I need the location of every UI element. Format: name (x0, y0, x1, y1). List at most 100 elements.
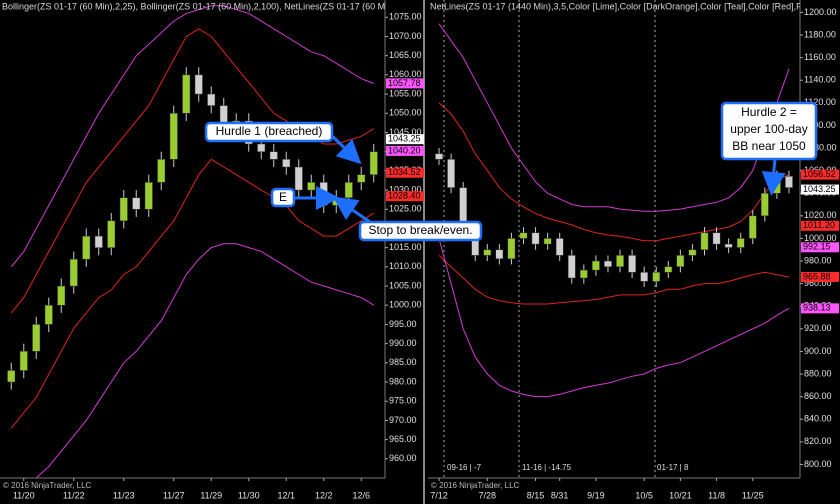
price-marker (386, 134, 424, 145)
callout-box (270, 187, 296, 208)
y-tick-label: 960.00 (804, 278, 832, 288)
candle-body (357, 174, 366, 183)
x-tick-label: 7/28 (479, 490, 497, 500)
candle-body (257, 143, 266, 152)
candle-body (555, 238, 564, 256)
x-tick-label: 10/21 (669, 490, 692, 500)
candle-body (57, 285, 66, 306)
price-marker-label: 992.15 (803, 242, 831, 252)
candle-body (319, 182, 328, 206)
candle-body (604, 260, 612, 267)
x-tick-label: 12/1 (277, 490, 295, 500)
band-line (10, 5, 374, 268)
candle-body (664, 266, 673, 273)
candle-body (69, 258, 78, 287)
y-tick-label: 840.00 (804, 414, 832, 424)
candle-body (369, 151, 378, 175)
y-tick-label: 900.00 (804, 346, 832, 356)
x-tick-label: 12/6 (352, 490, 370, 500)
candle-body (282, 159, 291, 168)
candle-body (748, 215, 757, 239)
callout-text: Hurdle 1 (breached) (216, 124, 323, 138)
candle-body (676, 255, 685, 267)
price-marker-label: 1034.52 (388, 167, 421, 177)
callout-text: Hurdle 2 = (741, 105, 797, 119)
candle-body (119, 197, 128, 222)
x-tick-label: 11/27 (163, 490, 185, 500)
candle-body (435, 153, 443, 160)
candle-body (344, 182, 353, 198)
price-marker (801, 271, 839, 282)
callout-text: BB near 1050 (732, 139, 806, 153)
candle-body (194, 74, 203, 95)
price-marker (386, 167, 424, 178)
candle-body (712, 232, 721, 245)
candle-body (44, 304, 53, 325)
price-marker (386, 145, 424, 156)
y-tick-label: 965.00 (389, 434, 417, 444)
price-marker-label: 1028.40 (388, 191, 421, 201)
candle-body (507, 238, 516, 260)
candle-body (567, 255, 576, 279)
price-marker-label: 1057.78 (388, 78, 421, 88)
overlay: Hurdle 1 (breached) E Stop to break/even. H… (204, 101, 818, 242)
y-tick-label: 985.00 (389, 357, 417, 367)
candle-body (640, 272, 649, 282)
y-tick-label: 1100.00 (804, 120, 836, 130)
x-tick-label: 11/8 (708, 490, 725, 500)
x-tick-label: 12/2 (315, 490, 333, 500)
price-marker (386, 191, 424, 202)
callout-arrow (761, 158, 786, 196)
band-line (438, 23, 790, 212)
candle-body (447, 159, 455, 188)
candle-body (294, 166, 303, 191)
y-tick-label: 1015.00 (389, 242, 422, 252)
candle-body (32, 324, 41, 352)
y-tick-label: 1160.00 (804, 52, 836, 62)
y-tick-label: 1000.00 (389, 300, 422, 310)
candle-body (94, 235, 103, 248)
band-line (10, 158, 375, 429)
candle-body (628, 255, 636, 273)
session-note: 01-17 | 8 (657, 463, 689, 472)
candle-body (19, 351, 28, 371)
price-marker-label: 1040.20 (388, 145, 421, 155)
candle-body (157, 159, 166, 183)
y-tick-label: 1065.00 (389, 50, 422, 60)
callout-arrow (333, 196, 371, 224)
y-tick-label: 1120.00 (804, 97, 836, 107)
candle-body (688, 249, 697, 256)
y-tick-label: 1055.00 (389, 88, 422, 98)
candle-body (144, 182, 153, 210)
x-tick-label: 11/22 (63, 490, 85, 500)
y-tick-label: 980.00 (389, 376, 417, 386)
price-marker (801, 169, 839, 180)
y-tick-label: 1200.00 (804, 7, 837, 17)
band-line (438, 255, 790, 305)
candle-body (724, 243, 733, 248)
candle-body (495, 249, 504, 260)
candle-body (736, 238, 745, 248)
y-tick-label: 1025.00 (389, 204, 422, 214)
y-tick-label: 800.00 (804, 459, 832, 469)
price-marker-label: 1056.52 (803, 169, 836, 179)
price-marker-label: 1043.25 (388, 134, 421, 144)
candle-body (182, 74, 191, 114)
candle-body (519, 232, 528, 239)
callout-text: Stop to break/even. (368, 223, 472, 237)
price-marker (801, 303, 839, 314)
y-tick-label: 975.00 (389, 396, 417, 406)
y-tick-label: 1080.00 (804, 142, 837, 152)
price-marker-label: 965.88 (803, 271, 831, 281)
candle-body (132, 197, 141, 210)
y-tick-label: 960.00 (389, 453, 417, 463)
panel (7, 5, 378, 478)
candle-body (7, 370, 16, 383)
y-tick-label: 1075.00 (389, 12, 422, 22)
candle-body (592, 260, 600, 271)
price-marker-label: 1011.20 (803, 220, 835, 230)
y-tick-label: 1050.00 (389, 108, 422, 118)
candle-body (700, 232, 709, 250)
candle-body (207, 93, 216, 106)
